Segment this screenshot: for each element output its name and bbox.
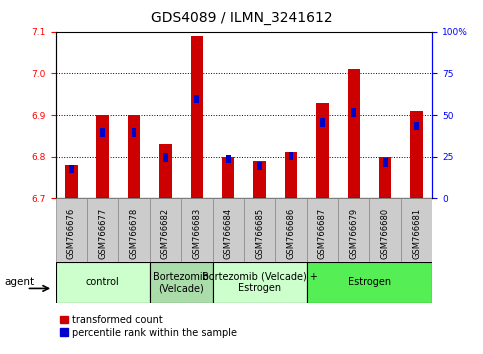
Bar bbox=[411, 111, 423, 198]
Bar bbox=[257, 162, 262, 170]
Bar bbox=[320, 118, 325, 127]
Bar bbox=[244, 198, 275, 262]
Bar bbox=[195, 95, 199, 103]
Bar bbox=[97, 115, 109, 198]
Bar bbox=[401, 198, 432, 262]
Text: Estrogen: Estrogen bbox=[348, 277, 391, 287]
Text: GSM766683: GSM766683 bbox=[192, 208, 201, 259]
Text: GSM766676: GSM766676 bbox=[67, 208, 76, 259]
Text: agent: agent bbox=[5, 277, 35, 287]
Bar bbox=[181, 198, 213, 262]
Bar bbox=[348, 69, 360, 198]
Bar bbox=[226, 155, 230, 163]
Bar bbox=[379, 157, 391, 198]
Bar bbox=[69, 165, 73, 173]
Bar bbox=[132, 129, 136, 137]
Bar bbox=[128, 115, 141, 198]
Text: GSM766684: GSM766684 bbox=[224, 208, 233, 259]
Bar bbox=[414, 122, 419, 130]
Bar bbox=[383, 158, 387, 167]
Bar bbox=[65, 165, 78, 198]
Text: GSM766681: GSM766681 bbox=[412, 208, 421, 259]
Bar bbox=[316, 103, 329, 198]
Bar bbox=[307, 198, 338, 262]
Bar bbox=[222, 157, 235, 198]
Text: GSM766686: GSM766686 bbox=[286, 208, 296, 259]
Bar bbox=[150, 198, 181, 262]
Bar bbox=[118, 198, 150, 262]
Text: GSM766678: GSM766678 bbox=[129, 208, 139, 259]
Text: GSM766677: GSM766677 bbox=[98, 208, 107, 259]
Text: GSM766679: GSM766679 bbox=[349, 208, 358, 259]
Text: Bortezomib (Velcade) +
Estrogen: Bortezomib (Velcade) + Estrogen bbox=[202, 272, 317, 293]
Bar bbox=[285, 153, 298, 198]
Text: GSM766680: GSM766680 bbox=[381, 208, 390, 259]
Bar bbox=[56, 198, 87, 262]
Bar bbox=[275, 198, 307, 262]
Text: GSM766685: GSM766685 bbox=[255, 208, 264, 259]
Bar bbox=[159, 144, 172, 198]
Bar bbox=[87, 198, 118, 262]
Bar bbox=[307, 262, 432, 303]
Bar bbox=[352, 108, 356, 117]
Bar bbox=[150, 262, 213, 303]
Bar bbox=[163, 153, 168, 162]
Legend: transformed count, percentile rank within the sample: transformed count, percentile rank withi… bbox=[60, 315, 237, 337]
Text: control: control bbox=[86, 277, 119, 287]
Text: GDS4089 / ILMN_3241612: GDS4089 / ILMN_3241612 bbox=[151, 11, 332, 25]
Bar bbox=[56, 262, 150, 303]
Bar bbox=[100, 129, 105, 137]
Text: Bortezomib
(Velcade): Bortezomib (Velcade) bbox=[153, 272, 209, 293]
Bar bbox=[369, 198, 401, 262]
Bar bbox=[253, 161, 266, 198]
Bar bbox=[289, 152, 293, 160]
Bar bbox=[190, 36, 203, 198]
Bar bbox=[213, 198, 244, 262]
Bar bbox=[213, 262, 307, 303]
Bar bbox=[338, 198, 369, 262]
Text: GSM766682: GSM766682 bbox=[161, 208, 170, 259]
Text: GSM766687: GSM766687 bbox=[318, 208, 327, 259]
